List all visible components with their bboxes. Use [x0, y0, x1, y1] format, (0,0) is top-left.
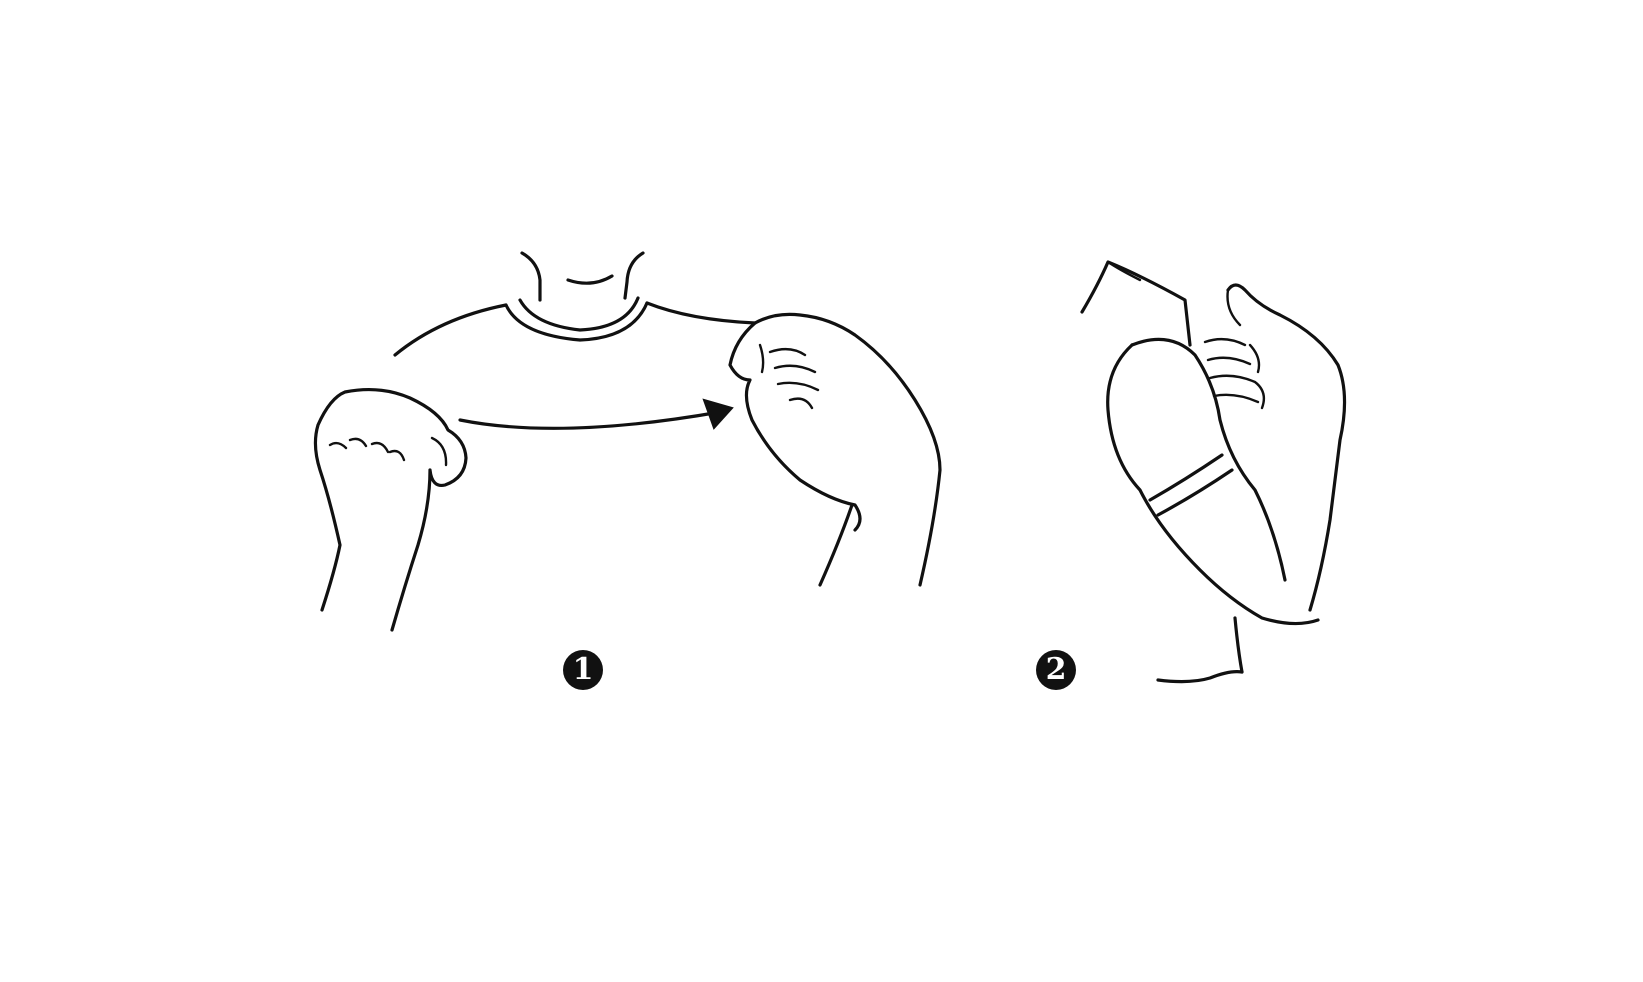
collar-inner — [518, 296, 640, 332]
upper-arm — [1106, 343, 1320, 626]
step-number-2: 2 — [1036, 650, 1076, 690]
panel-1-figure — [313, 251, 942, 632]
sleeve-cuff — [1148, 453, 1234, 517]
raised-forearm — [1080, 260, 1192, 347]
raised-forearm-inner — [1106, 260, 1142, 282]
collar — [504, 301, 649, 342]
motion-arrowhead — [702, 398, 734, 430]
left-fist — [313, 387, 468, 632]
torso-line — [1233, 616, 1244, 674]
right-fist-fingers — [758, 343, 820, 410]
panel-2-figure — [1080, 260, 1347, 684]
upper-arm-back — [1130, 337, 1287, 582]
step-number-1: 1 — [563, 650, 603, 690]
right-shoulder — [645, 301, 757, 325]
right-fist — [728, 312, 942, 587]
motion-path — [458, 410, 722, 430]
left-fist-fingers — [328, 436, 448, 467]
shoulder-fist-fingers — [1203, 288, 1266, 410]
shoulder-fist — [1226, 283, 1347, 612]
base-line — [1156, 670, 1244, 684]
left-shoulder — [393, 303, 508, 357]
neck — [520, 251, 645, 302]
